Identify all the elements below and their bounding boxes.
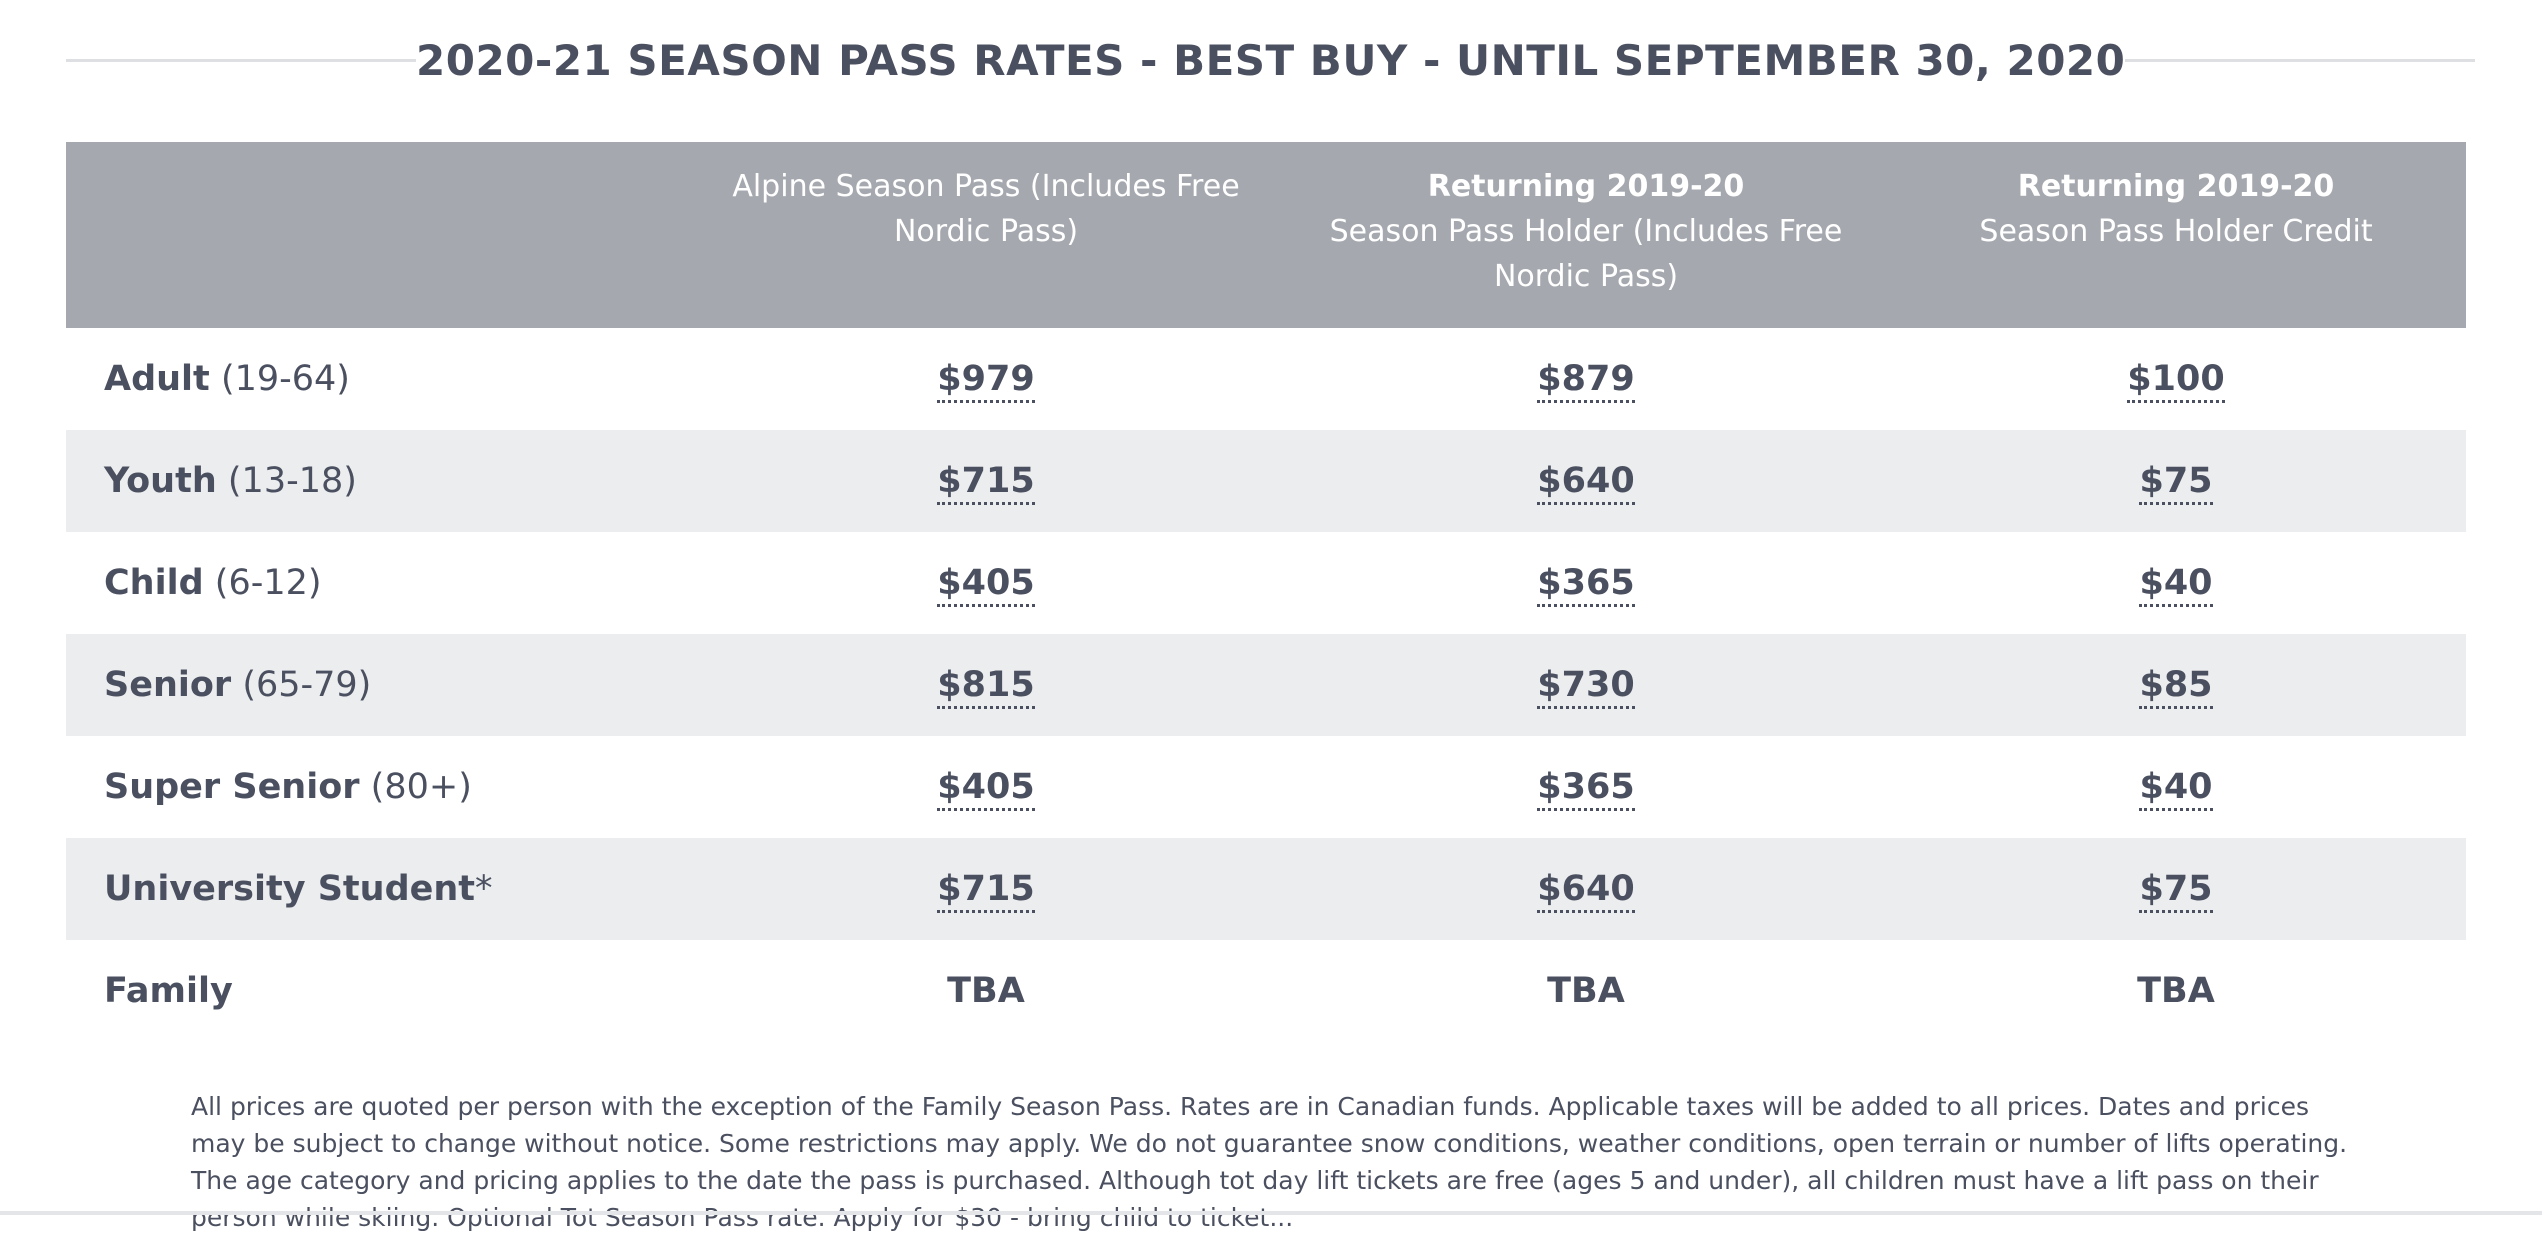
price-tba: TBA (2137, 971, 2215, 1011)
row-label: University Student* (66, 838, 686, 940)
category-name: Family (104, 971, 233, 1011)
price-cell: $100 (1886, 328, 2466, 430)
age-range: (19-64) (220, 359, 350, 399)
table-row: Child (6-12) $405 $365 $40 (66, 532, 2466, 634)
header-empty-cell (66, 142, 686, 328)
header-returning-holder-title: Returning 2019-20 (1427, 169, 1745, 204)
price-cell: TBA (1886, 940, 2466, 1042)
title-divider-right (2125, 58, 2476, 62)
price-link[interactable]: $879 (1537, 359, 1635, 403)
category-name: Child (104, 563, 204, 603)
category-name: Youth (104, 461, 217, 501)
price-cell: $365 (1286, 532, 1886, 634)
price-link[interactable]: $40 (2139, 563, 2213, 607)
price-cell: $40 (1886, 736, 2466, 838)
price-cell: $640 (1286, 430, 1886, 532)
row-label: Super Senior (80+) (66, 736, 686, 838)
price-cell: $75 (1886, 838, 2466, 940)
price-link[interactable]: $640 (1537, 869, 1635, 913)
table-row: Adult (19-64) $979 $879 $100 (66, 328, 2466, 430)
table-row: Super Senior (80+) $405 $365 $40 (66, 736, 2466, 838)
price-link[interactable]: $365 (1537, 767, 1635, 811)
price-tba: TBA (947, 971, 1025, 1011)
table-row: Senior (65-79) $815 $730 $85 (66, 634, 2466, 736)
price-link[interactable]: $85 (2139, 665, 2213, 709)
price-link[interactable]: $75 (2139, 461, 2213, 505)
price-cell: $640 (1286, 838, 1886, 940)
row-label: Adult (19-64) (66, 328, 686, 430)
header-alpine-season-pass: Alpine Season Pass (Includes Free Nordic… (686, 142, 1286, 328)
price-cell: $730 (1286, 634, 1886, 736)
row-label: Family (66, 940, 686, 1042)
title-divider-left (66, 58, 416, 62)
header-alpine-label: Alpine Season Pass (Includes Free Nordic… (732, 169, 1240, 249)
row-label: Child (6-12) (66, 532, 686, 634)
price-link[interactable]: $405 (937, 563, 1035, 607)
page-bottom-divider (0, 1211, 2542, 1215)
category-name: Adult (104, 359, 210, 399)
price-cell: $365 (1286, 736, 1886, 838)
price-cell: $40 (1886, 532, 2466, 634)
header-returning-holder-label: Season Pass Holder (Includes Free Nordic… (1329, 214, 1843, 294)
row-label: Youth (13-18) (66, 430, 686, 532)
price-cell: TBA (686, 940, 1286, 1042)
price-tba: TBA (1547, 971, 1625, 1011)
age-range: (80+) (370, 767, 472, 807)
price-cell: $75 (1886, 430, 2466, 532)
header-returning-credit: Returning 2019-20 Season Pass Holder Cre… (1886, 142, 2466, 328)
price-link[interactable]: $730 (1537, 665, 1635, 709)
price-link[interactable]: $40 (2139, 767, 2213, 811)
age-range: (65-79) (242, 665, 372, 705)
age-range: * (475, 869, 493, 909)
price-cell: $815 (686, 634, 1286, 736)
table-header-row: Alpine Season Pass (Includes Free Nordic… (66, 142, 2466, 328)
category-name: Super Senior (104, 767, 360, 807)
price-link[interactable]: $75 (2139, 869, 2213, 913)
category-name: University Student (104, 869, 476, 909)
price-link[interactable]: $640 (1537, 461, 1635, 505)
price-cell: TBA (1286, 940, 1886, 1042)
price-cell: $715 (686, 430, 1286, 532)
pricing-disclaimer: All prices are quoted per person with th… (191, 1092, 2348, 1232)
age-range: (13-18) (227, 461, 357, 501)
row-label: Senior (65-79) (66, 634, 686, 736)
category-name: Senior (104, 665, 232, 705)
header-returning-holder: Returning 2019-20 Season Pass Holder (In… (1286, 142, 1886, 328)
price-cell: $879 (1286, 328, 1886, 430)
table-row: Youth (13-18) $715 $640 $75 (66, 430, 2466, 532)
table-row: University Student* $715 $640 $75 (66, 838, 2466, 940)
header-returning-credit-title: Returning 2019-20 (2017, 169, 2335, 204)
price-cell: $979 (686, 328, 1286, 430)
page-title: 2020-21 SEASON PASS RATES - BEST BUY - U… (416, 35, 2126, 85)
header-returning-credit-label: Season Pass Holder Credit (1979, 214, 2373, 249)
price-cell: $405 (686, 736, 1286, 838)
section-header: 2020-21 SEASON PASS RATES - BEST BUY - U… (66, 30, 2476, 90)
price-cell: $715 (686, 838, 1286, 940)
season-pass-rates-table: Alpine Season Pass (Includes Free Nordic… (66, 142, 2466, 1042)
price-link[interactable]: $979 (937, 359, 1035, 403)
price-cell: $405 (686, 532, 1286, 634)
price-link[interactable]: $365 (1537, 563, 1635, 607)
price-link[interactable]: $405 (937, 767, 1035, 811)
age-range: (6-12) (214, 563, 322, 603)
price-link[interactable]: $815 (937, 665, 1035, 709)
price-link[interactable]: $715 (937, 461, 1035, 505)
price-link[interactable]: $100 (2127, 359, 2225, 403)
price-cell: $85 (1886, 634, 2466, 736)
price-link[interactable]: $715 (937, 869, 1035, 913)
table-row: Family TBA TBA TBA (66, 940, 2466, 1042)
